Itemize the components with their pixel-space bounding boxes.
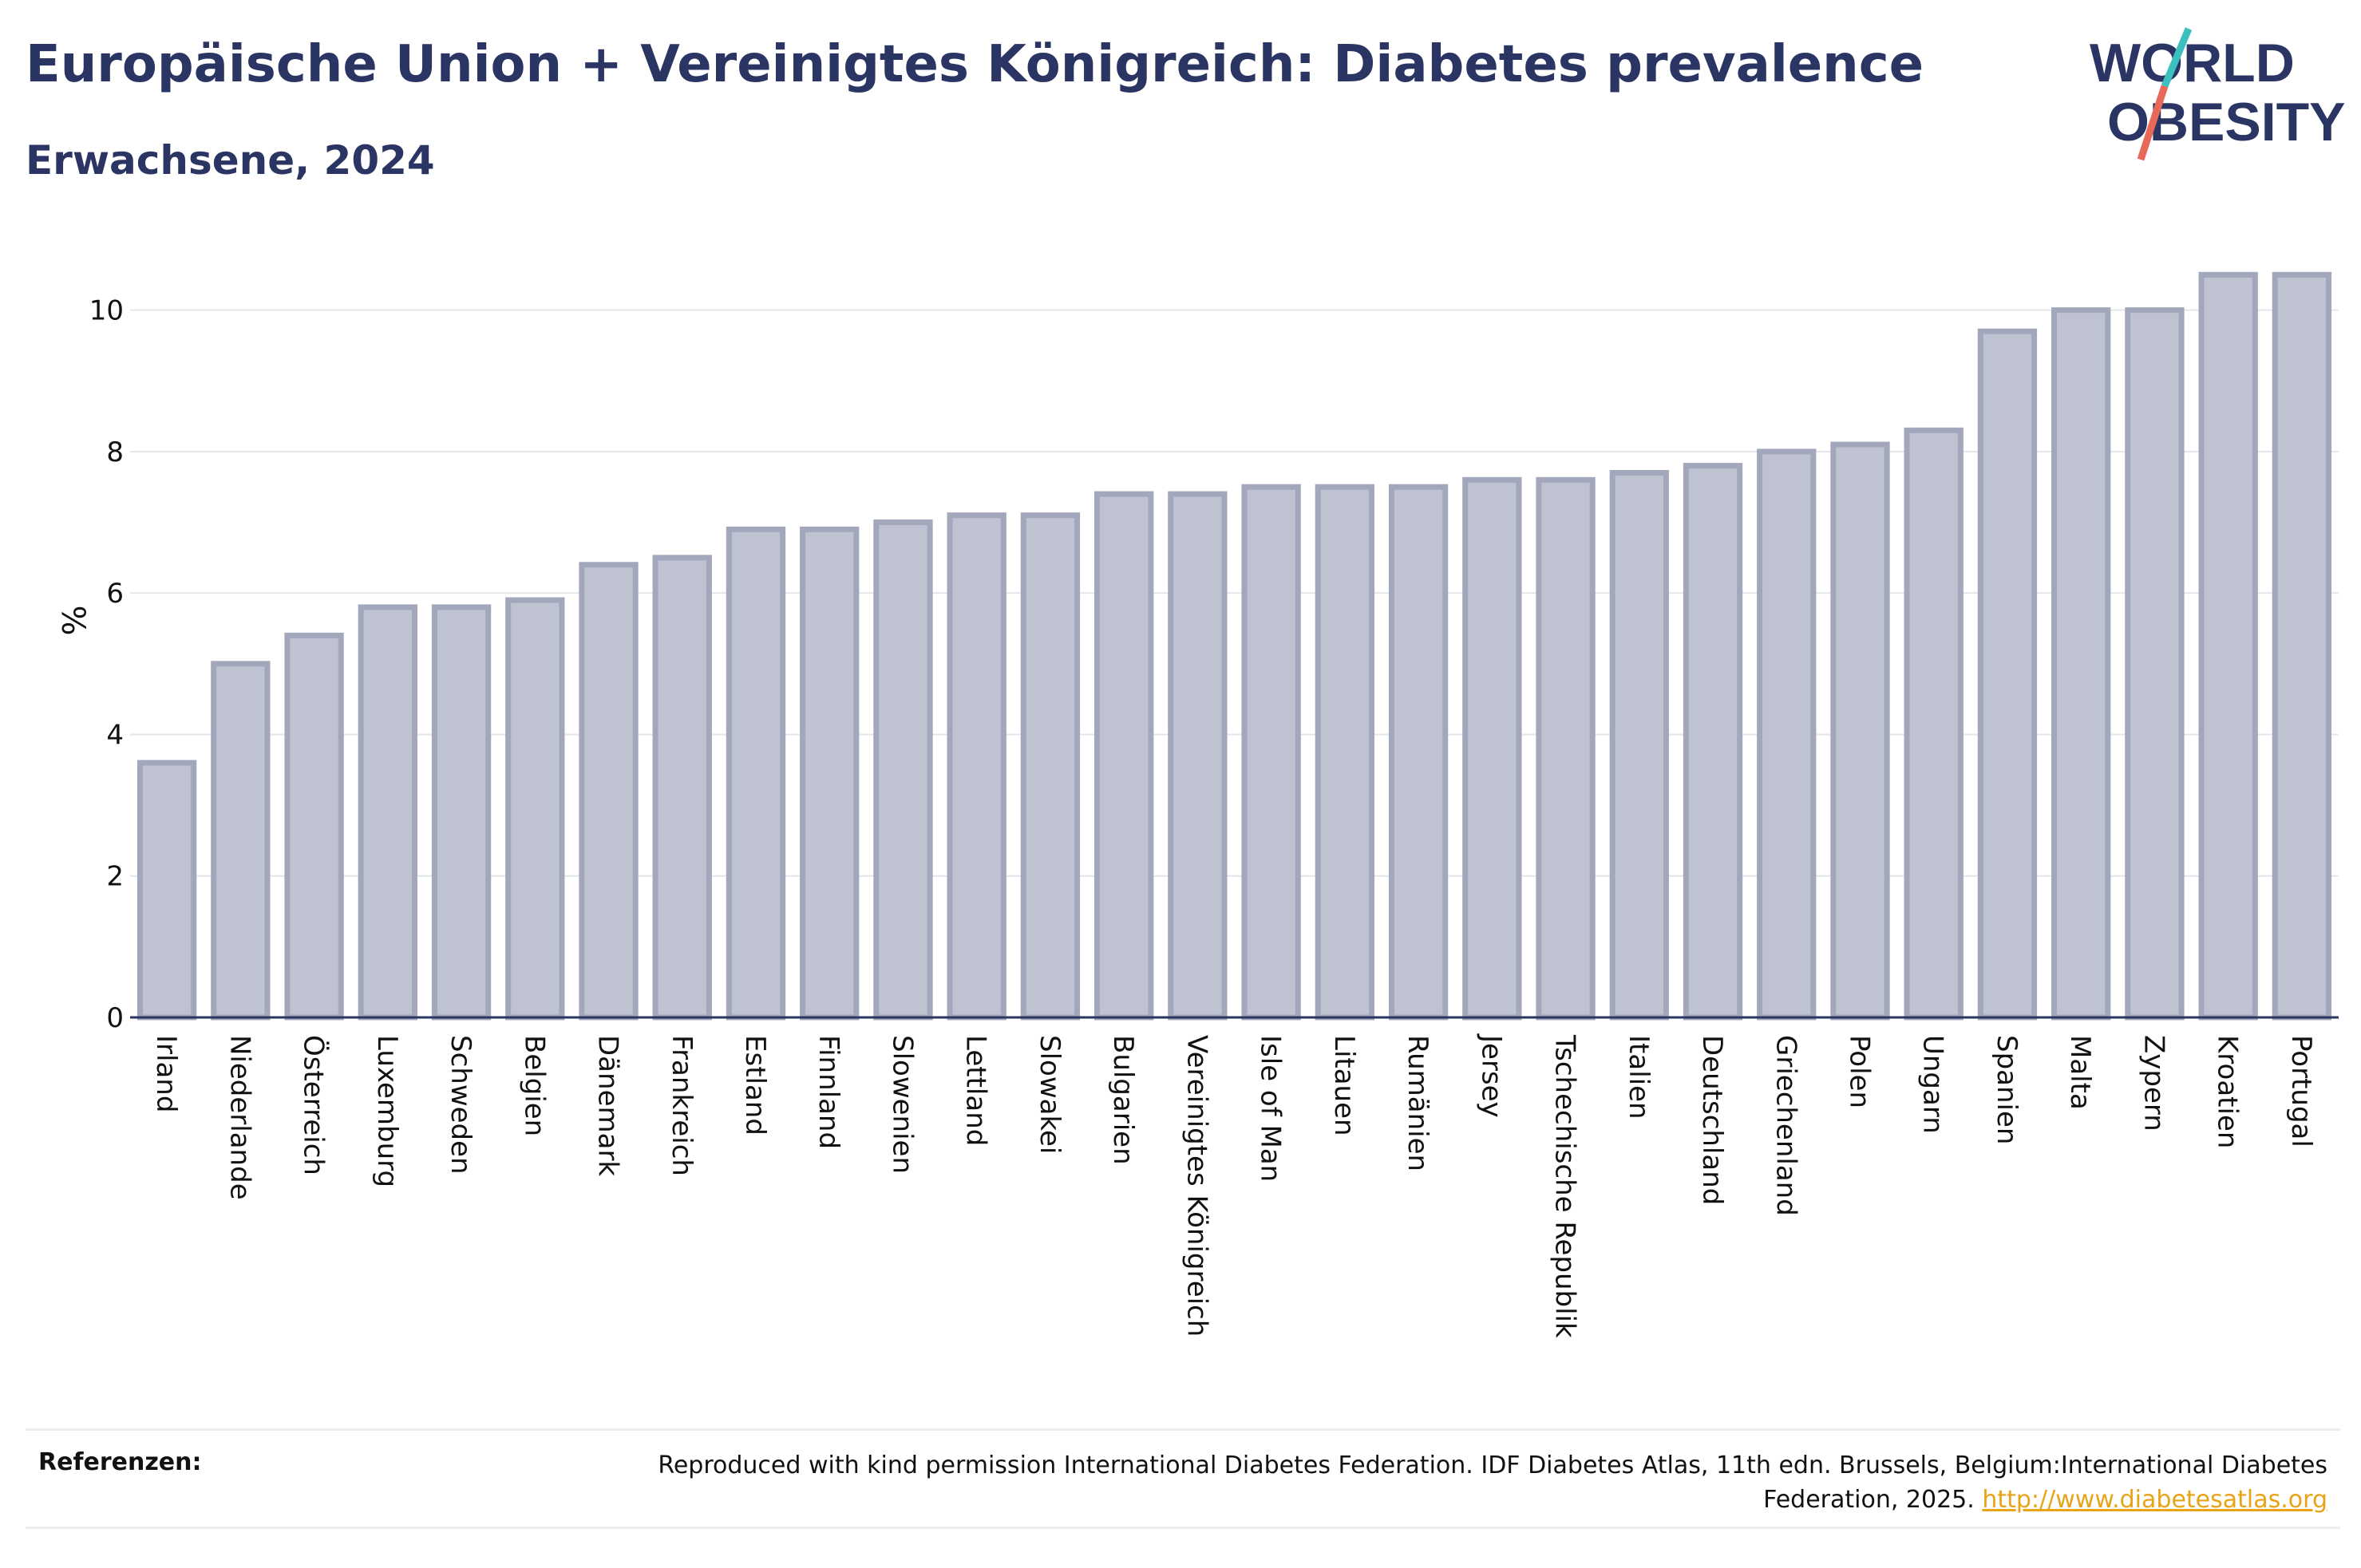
- x-tick-label: Slowakei: [1034, 1035, 1066, 1154]
- bar: [1830, 441, 1890, 1021]
- x-tick-label: Griechenland: [1770, 1035, 1801, 1216]
- bar: [2272, 271, 2332, 1021]
- logo-slash-teal: [2161, 27, 2193, 88]
- x-tick-label: Ungarn: [1917, 1035, 1949, 1134]
- logo-slash-red: [2137, 85, 2169, 161]
- x-tick-label: Zypern: [2138, 1035, 2169, 1132]
- x-tick-label: Vereinigtes Königreich: [1180, 1035, 1212, 1337]
- y-tick-label: 8: [106, 436, 124, 468]
- world-obesity-logo: WORLD OBESITY: [2075, 24, 2347, 168]
- x-tick-label: Estland: [739, 1035, 771, 1136]
- bar-chart: 0 2 4 6 8 10% Irland Niederlande Österreich Luxem…: [54, 271, 2339, 1338]
- bar: [505, 597, 565, 1021]
- bar: [1536, 476, 1596, 1021]
- x-tick-label: Litauen: [1328, 1035, 1360, 1136]
- bar: [431, 604, 492, 1021]
- x-tick-label: Dänemark: [592, 1035, 624, 1176]
- bar: [1241, 484, 1301, 1021]
- bar: [2125, 307, 2185, 1021]
- bar: [1462, 476, 1522, 1021]
- bar: [1093, 491, 1154, 1021]
- references-box: Referenzen: Reproduced with kind permiss…: [26, 1428, 2340, 1529]
- y-axis-title: %: [54, 605, 91, 635]
- y-tick-label: 10: [89, 295, 124, 327]
- bar: [1609, 470, 1669, 1021]
- world-obesity-logo-graphic: WORLD OBESITY: [2090, 27, 2346, 161]
- x-tick-label: Kroatien: [2212, 1035, 2244, 1148]
- x-tick-label: Polen: [1843, 1035, 1875, 1108]
- bar: [1168, 491, 1228, 1021]
- bar: [579, 562, 639, 1021]
- x-tick-label: Österreich: [298, 1035, 330, 1175]
- x-tick-label: Rumänien: [1402, 1035, 1434, 1171]
- x-tick-label: Portugal: [2285, 1035, 2317, 1147]
- bar: [1757, 448, 1817, 1021]
- bar: [873, 519, 933, 1021]
- bar: [1315, 484, 1375, 1021]
- y-tick-label: 2: [106, 861, 124, 893]
- bar: [800, 526, 860, 1021]
- x-tick-label: Slowenien: [886, 1035, 918, 1174]
- chart-subtitle: Erwachsene, 2024: [26, 137, 435, 184]
- bar: [136, 760, 197, 1021]
- x-tick-label: Italien: [1623, 1035, 1655, 1120]
- bar: [1683, 463, 1743, 1021]
- x-tick-label: Luxemburg: [371, 1035, 403, 1187]
- x-tick-label: Isle of Man: [1255, 1035, 1287, 1182]
- bar: [358, 604, 417, 1021]
- x-tick-label: Deutschland: [1696, 1035, 1728, 1205]
- x-tick-label: Tschechische Republik: [1549, 1034, 1581, 1338]
- x-tick-label: Spanien: [1991, 1035, 2023, 1144]
- bar: [1977, 328, 2038, 1021]
- references-text-block: Reproduced with kind permission Internat…: [611, 1448, 2327, 1517]
- x-tick-label: Jersey: [1475, 1033, 1507, 1118]
- bar: [652, 555, 712, 1021]
- bar: [2198, 271, 2258, 1021]
- references-label: Referenzen:: [38, 1448, 202, 1476]
- bar: [1904, 427, 1964, 1021]
- x-tick-label: Niederlande: [223, 1035, 255, 1200]
- x-tick-label: Lettland: [960, 1035, 992, 1146]
- x-tick-label: Schweden: [445, 1035, 477, 1175]
- chart-title: Europäische Union + Vereinigtes Königrei…: [26, 35, 1924, 94]
- x-tick-label: Malta: [2064, 1035, 2096, 1110]
- x-tick-label: Frankreich: [666, 1035, 698, 1176]
- references-text: Reproduced with kind permission Internat…: [658, 1451, 2327, 1514]
- y-tick-label: 4: [106, 719, 124, 751]
- bar: [211, 661, 271, 1021]
- references-link[interactable]: http://www.diabetesatlas.org: [1982, 1486, 2327, 1514]
- bar: [947, 512, 1006, 1021]
- bar: [1388, 484, 1449, 1021]
- y-tick-label: 6: [106, 578, 124, 610]
- bar: [2051, 307, 2111, 1021]
- x-tick-label: Finnland: [813, 1035, 844, 1149]
- y-tick-label: 0: [106, 1002, 124, 1034]
- x-tick-label: Belgien: [518, 1035, 550, 1136]
- x-tick-label: Bulgarien: [1107, 1035, 1139, 1165]
- x-tick-label: Irland: [150, 1035, 182, 1112]
- bar: [1020, 512, 1081, 1021]
- bar: [284, 632, 344, 1021]
- logo-line1: WORLD: [2090, 33, 2295, 93]
- bar: [726, 526, 786, 1021]
